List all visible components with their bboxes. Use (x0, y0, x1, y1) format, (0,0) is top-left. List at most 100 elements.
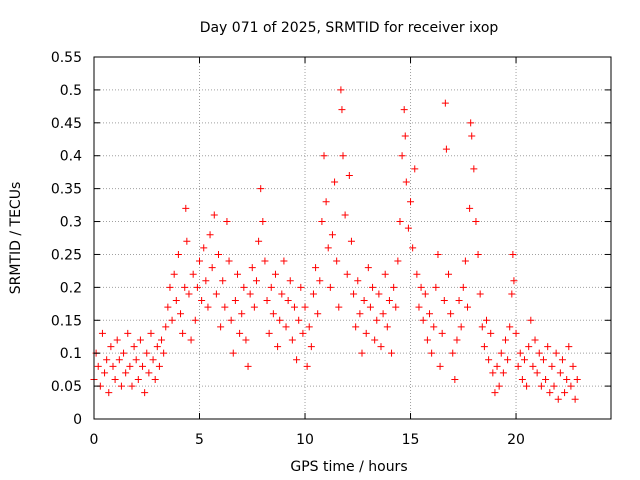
data-point (136, 336, 144, 344)
data-point (160, 349, 168, 357)
data-point (284, 297, 292, 305)
data-point (390, 283, 398, 291)
data-point (179, 329, 187, 337)
data-point (227, 316, 235, 324)
data-point (404, 224, 412, 232)
data-point (265, 329, 273, 337)
y-tick-label: 0.25 (51, 247, 82, 263)
data-point (322, 198, 330, 206)
data-point (182, 204, 190, 212)
data-point (248, 264, 256, 272)
data-point (509, 250, 517, 258)
data-point (373, 316, 381, 324)
x-tick-label: 15 (402, 432, 420, 448)
data-point (567, 382, 575, 390)
data-point (282, 323, 290, 331)
data-point (337, 86, 345, 94)
data-point (434, 250, 442, 258)
data-point (177, 310, 185, 318)
data-point (141, 389, 149, 397)
data-point (122, 369, 130, 377)
data-point (345, 171, 353, 179)
y-tick-label: 0.5 (60, 83, 82, 99)
data-point (385, 297, 393, 305)
chart-title: Day 071 of 2025, SRMTID for receiver ixo… (200, 20, 499, 36)
data-point (464, 303, 472, 311)
data-point (369, 283, 377, 291)
data-point (331, 178, 339, 186)
data-point (485, 356, 493, 364)
data-point (120, 349, 128, 357)
data-point (276, 316, 284, 324)
data-point (480, 343, 488, 351)
y-tick-label: 0.4 (60, 149, 82, 165)
data-point (400, 106, 408, 114)
data-point (303, 362, 311, 370)
data-point (525, 343, 533, 351)
x-tick-label: 20 (507, 432, 525, 448)
data-point (225, 257, 233, 265)
data-point (565, 343, 573, 351)
data-point (252, 277, 260, 285)
data-point (210, 211, 218, 219)
data-point (571, 395, 579, 403)
data-point (440, 297, 448, 305)
data-point (552, 349, 560, 357)
data-point (103, 356, 111, 364)
data-point (441, 99, 449, 107)
data-point (267, 283, 275, 291)
data-point (204, 303, 212, 311)
data-point (415, 303, 423, 311)
data-point (548, 362, 556, 370)
y-axis-label: SRMTID / TECUs (8, 182, 24, 295)
data-point (544, 343, 552, 351)
data-point (101, 369, 109, 377)
data-point (409, 244, 417, 252)
data-point (447, 310, 455, 318)
data-point (288, 336, 296, 344)
y-tick-label: 0.15 (51, 313, 82, 329)
data-point (162, 323, 170, 331)
data-point (153, 343, 161, 351)
data-point (341, 211, 349, 219)
data-point (362, 329, 370, 337)
data-point (233, 270, 241, 278)
data-point (472, 218, 480, 226)
data-point (280, 257, 288, 265)
data-point (461, 257, 469, 265)
y-tick-label: 0.2 (60, 280, 82, 296)
data-point (383, 323, 391, 331)
data-point (172, 297, 180, 305)
data-point (174, 250, 182, 258)
data-point (508, 290, 516, 298)
data-point (130, 343, 138, 351)
data-point (324, 244, 332, 252)
data-point (215, 250, 223, 258)
data-point (286, 277, 294, 285)
data-point (238, 310, 246, 318)
data-point (558, 356, 566, 364)
data-point (257, 185, 265, 193)
data-point (366, 303, 374, 311)
data-point (392, 303, 400, 311)
data-point (401, 132, 409, 140)
data-point (185, 290, 193, 298)
data-point (561, 389, 569, 397)
data-point (388, 349, 396, 357)
data-point (333, 257, 341, 265)
data-point (426, 310, 434, 318)
data-point (229, 349, 237, 357)
data-point (269, 310, 277, 318)
data-point (189, 270, 197, 278)
data-point (531, 336, 539, 344)
data-point (263, 297, 271, 305)
data-point (145, 369, 153, 377)
data-point (117, 382, 125, 390)
data-point (474, 250, 482, 258)
data-point (554, 395, 562, 403)
data-point (318, 218, 326, 226)
data-point (328, 231, 336, 239)
data-point (305, 323, 313, 331)
